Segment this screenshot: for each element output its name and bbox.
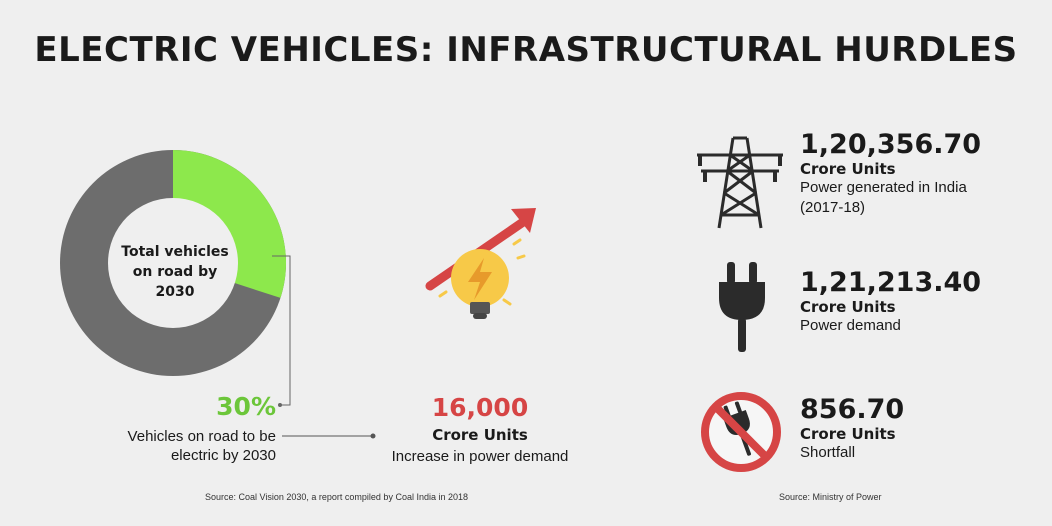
- stat-description: Power generated in India (2017-18): [800, 179, 967, 216]
- stat-unit: Crore Units: [800, 160, 896, 178]
- stat-value: 1,21,213.40: [800, 267, 982, 298]
- pointer-line: [282, 433, 376, 439]
- ev-share-value: 30%: [216, 392, 276, 421]
- stat-power-generated: 1,20,356.70 Crore Units Power generated …: [800, 130, 981, 218]
- stat-power-demand: 1,21,213.40 Crore Units Power demand: [800, 268, 1020, 336]
- demand-increase-unit: Crore Units: [432, 426, 528, 444]
- transmission-tower-icon: [697, 136, 783, 229]
- no-plug-icon: [701, 392, 781, 472]
- demand-increase-description: Increase in power demand: [391, 448, 569, 465]
- demand-increase-value: 16,000: [431, 393, 529, 422]
- page-title: ELECTRIC VEHICLES: INFRASTRUCTURAL HURDL…: [34, 30, 1018, 70]
- donut-center-label: Total vehicles on road by 2030: [121, 244, 229, 300]
- donut-chart: [60, 150, 286, 376]
- stat-value: 856.70: [800, 394, 905, 425]
- ev-share-description: Vehicles on road to be electric by 2030: [127, 428, 276, 464]
- donut-connector: [272, 255, 291, 407]
- stat-value: 1,20,356.70: [800, 129, 982, 160]
- stat-shortfall: 856.70 Crore Units Shortfall: [800, 395, 1020, 463]
- stat-description: Shortfall: [800, 444, 856, 461]
- source-left: Source: Coal Vision 2030, a report compi…: [205, 492, 468, 502]
- stat-unit: Crore Units: [800, 425, 896, 443]
- stat-description: Power demand: [800, 317, 901, 334]
- donut-hole: [108, 198, 238, 328]
- source-right: Source: Ministry of Power: [779, 492, 882, 502]
- plug-icon: [719, 262, 765, 352]
- bulb-rising-arrow-icon: [425, 208, 536, 319]
- stat-unit: Crore Units: [800, 298, 896, 316]
